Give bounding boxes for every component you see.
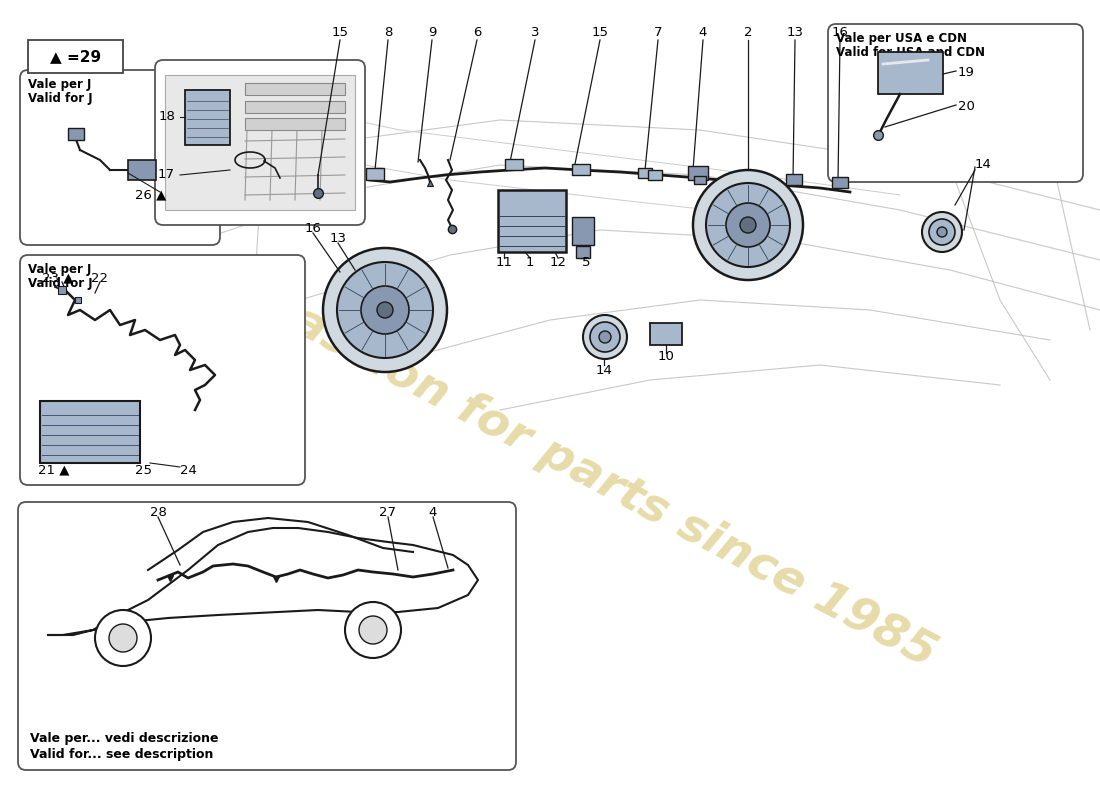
Text: 3: 3 bbox=[530, 26, 539, 38]
Text: 14: 14 bbox=[975, 158, 992, 171]
Bar bbox=[68, 128, 84, 140]
Text: 19: 19 bbox=[958, 66, 975, 78]
Text: 15: 15 bbox=[592, 26, 608, 38]
FancyBboxPatch shape bbox=[828, 24, 1084, 182]
Text: Valid for J: Valid for J bbox=[28, 277, 92, 290]
Circle shape bbox=[583, 315, 627, 359]
Text: 9: 9 bbox=[428, 26, 437, 38]
Circle shape bbox=[740, 217, 756, 233]
Text: 20: 20 bbox=[958, 101, 975, 114]
Text: Vale per USA e CDN: Vale per USA e CDN bbox=[836, 32, 967, 45]
Bar bbox=[245, 83, 345, 95]
Circle shape bbox=[590, 322, 620, 352]
Bar bbox=[648, 170, 662, 180]
Text: 13: 13 bbox=[330, 231, 346, 245]
Text: 27: 27 bbox=[379, 506, 396, 518]
Text: ▲ =29: ▲ =29 bbox=[51, 50, 101, 65]
Bar bbox=[245, 118, 345, 130]
Bar bbox=[694, 176, 706, 184]
Text: 5: 5 bbox=[582, 255, 591, 269]
Bar bbox=[40, 401, 140, 463]
Bar bbox=[128, 160, 156, 180]
Circle shape bbox=[109, 624, 138, 652]
Text: 13: 13 bbox=[786, 26, 803, 38]
Bar bbox=[505, 159, 522, 170]
Text: 7: 7 bbox=[653, 26, 662, 38]
Circle shape bbox=[922, 212, 962, 252]
Circle shape bbox=[345, 602, 401, 658]
Bar bbox=[576, 246, 590, 258]
FancyBboxPatch shape bbox=[20, 70, 220, 245]
Bar bbox=[185, 90, 230, 145]
Circle shape bbox=[930, 219, 955, 245]
Circle shape bbox=[937, 227, 947, 237]
Text: Valid for... see description: Valid for... see description bbox=[30, 748, 213, 761]
FancyBboxPatch shape bbox=[155, 60, 365, 225]
Bar bbox=[688, 166, 708, 180]
Bar bbox=[638, 168, 652, 178]
Bar bbox=[832, 177, 848, 188]
Circle shape bbox=[693, 170, 803, 280]
Text: 10: 10 bbox=[658, 350, 674, 363]
FancyBboxPatch shape bbox=[18, 502, 516, 770]
Bar bbox=[878, 52, 943, 94]
Bar bbox=[165, 75, 355, 210]
Circle shape bbox=[600, 331, 610, 343]
Text: passion for parts since 1985: passion for parts since 1985 bbox=[255, 282, 944, 678]
Text: 26 ▲: 26 ▲ bbox=[135, 189, 166, 202]
Text: 25: 25 bbox=[135, 463, 152, 477]
Bar bbox=[786, 174, 802, 185]
Circle shape bbox=[377, 302, 393, 318]
Text: 16: 16 bbox=[305, 222, 321, 234]
Text: 8: 8 bbox=[384, 26, 393, 38]
Text: 1: 1 bbox=[526, 255, 535, 269]
Text: 11: 11 bbox=[495, 255, 513, 269]
Text: 4: 4 bbox=[429, 506, 437, 518]
Circle shape bbox=[359, 616, 387, 644]
Text: 21 ▲: 21 ▲ bbox=[39, 463, 69, 477]
Text: Valid for USA and CDN: Valid for USA and CDN bbox=[836, 46, 984, 59]
Text: 12: 12 bbox=[550, 255, 566, 269]
Circle shape bbox=[337, 262, 433, 358]
Bar bbox=[28, 40, 123, 73]
Text: 6: 6 bbox=[473, 26, 481, 38]
Text: Vale per... vedi descrizione: Vale per... vedi descrizione bbox=[30, 732, 219, 745]
Bar bbox=[366, 168, 384, 180]
Text: 14: 14 bbox=[595, 363, 613, 377]
Text: Vale per J: Vale per J bbox=[28, 78, 91, 91]
Text: 22: 22 bbox=[91, 271, 109, 285]
Text: Vale per J: Vale per J bbox=[28, 263, 91, 276]
Circle shape bbox=[95, 610, 151, 666]
Bar bbox=[572, 217, 594, 245]
Text: 15: 15 bbox=[331, 26, 349, 38]
Bar bbox=[650, 323, 682, 345]
FancyBboxPatch shape bbox=[20, 255, 305, 485]
Text: Valid for J: Valid for J bbox=[28, 92, 92, 105]
Text: 4: 4 bbox=[698, 26, 707, 38]
Circle shape bbox=[706, 183, 790, 267]
Circle shape bbox=[361, 286, 409, 334]
Text: 16: 16 bbox=[832, 26, 848, 38]
Text: 28: 28 bbox=[150, 506, 166, 518]
Bar bbox=[572, 164, 590, 175]
Text: 2: 2 bbox=[744, 26, 752, 38]
Text: 23 ▲: 23 ▲ bbox=[42, 271, 74, 285]
Text: 24: 24 bbox=[180, 463, 197, 477]
Text: 18: 18 bbox=[158, 110, 175, 123]
Circle shape bbox=[726, 203, 770, 247]
Text: 17: 17 bbox=[158, 169, 175, 182]
Circle shape bbox=[323, 248, 447, 372]
Bar bbox=[498, 190, 566, 252]
Bar bbox=[245, 101, 345, 113]
